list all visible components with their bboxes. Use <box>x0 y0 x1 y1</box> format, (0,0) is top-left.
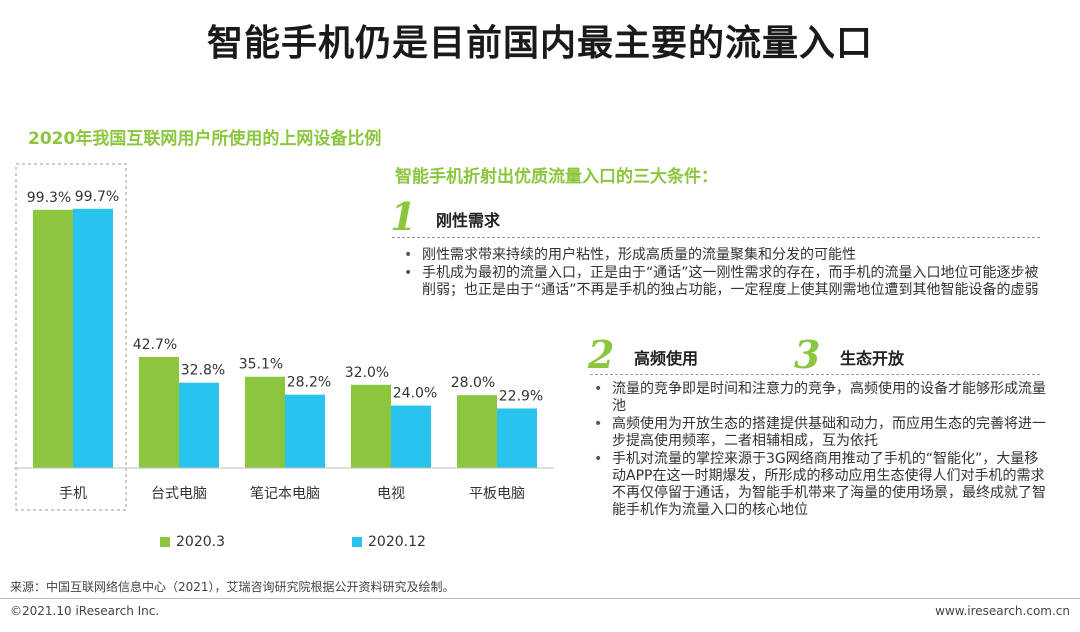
highlight-box <box>15 163 127 511</box>
data-label: 28.0% <box>451 375 495 391</box>
conditions-title: 智能手机折射出优质流量入口的三大条件： <box>395 167 718 187</box>
data-label: 99.3% <box>27 190 71 206</box>
copyright: ©2021.10 iResearch Inc. <box>10 604 160 618</box>
page-title: 智能手机仍是目前国内最主要的流量入口 <box>206 23 873 64</box>
bar <box>391 405 431 468</box>
category-label: 平板电脑 <box>469 486 525 502</box>
source-note: 来源：中国互联网络信息中心（2021），艾瑞咨询研究院根据公开资料研究及绘制。 <box>10 580 455 594</box>
category-label: 笔记本电脑 <box>250 486 320 502</box>
category-label: 电视 <box>377 486 405 502</box>
bullet-item: 刚性需求带来持续的用户粘性，形成高质量的流量聚集和分发的可能性 <box>398 247 1050 264</box>
legend-swatch-blue <box>352 537 362 547</box>
condition-number-2: 2 <box>588 332 615 377</box>
bullet-item: 手机成为最初的流量入口，正是由于“通话”这一刚性需求的存在，而手机的流量入口地位… <box>398 265 1050 299</box>
condition-number-1: 1 <box>390 194 417 239</box>
condition-label-2: 高频使用 <box>634 349 699 368</box>
category-label: 台式电脑 <box>151 486 207 502</box>
data-label: 32.0% <box>345 365 389 381</box>
bar <box>245 376 285 468</box>
bullet-item: 流量的竞争即是时间和注意力的竞争，高频使用的设备才能够形成流量池 <box>588 381 1050 415</box>
data-label: 28.2% <box>287 375 331 391</box>
data-label: 35.1% <box>239 357 283 373</box>
bullet-item: 高频使用为开放生态的搭建提供基础和动力，而应用生态的完善将进一步提高使用频率，二… <box>588 416 1050 450</box>
condition-label-1: 刚性需求 <box>436 211 501 230</box>
condition-2-bullets: 流量的竞争即是时间和注意力的竞争，高频使用的设备才能够形成流量池 高频使用为开放… <box>588 381 1050 520</box>
bar <box>33 209 73 468</box>
condition-label-3: 生态开放 <box>840 349 905 368</box>
legend-label: 2020.3 <box>176 534 225 550</box>
divider <box>392 237 1040 238</box>
data-label: 99.7% <box>75 189 119 205</box>
data-label: 24.0% <box>393 386 437 402</box>
bar <box>351 384 391 468</box>
legend-item-2020-3: 2020.3 <box>160 534 225 550</box>
bar <box>285 394 325 468</box>
bullet-item: 手机对流量的掌控来源于3G网络商用推动了手机的“智能化”，大量移动APP在这一时… <box>588 451 1050 519</box>
data-label: 42.7% <box>133 337 177 353</box>
footer-divider <box>0 598 1080 599</box>
bar <box>457 395 497 468</box>
category-label: 手机 <box>59 486 87 502</box>
bar <box>179 382 219 468</box>
bar <box>73 208 113 468</box>
bar <box>497 408 537 468</box>
legend-label: 2020.12 <box>368 534 426 550</box>
bar-chart: 99.3% 99.7% 手机 42.7%32.8% 台式电脑 35.1%28.2% 笔记本电… <box>14 163 554 511</box>
divider <box>590 374 1040 375</box>
condition-number-3: 3 <box>794 332 821 377</box>
website-link[interactable]: www.iresearch.com.cn <box>935 604 1070 618</box>
data-label: 32.8% <box>181 363 225 379</box>
condition-1-bullets: 刚性需求带来持续的用户粘性，形成高质量的流量聚集和分发的可能性 手机成为最初的流… <box>398 247 1050 300</box>
chart-title: 2020年我国互联网用户所使用的上网设备比例 <box>28 129 382 149</box>
legend-swatch-green <box>160 537 170 547</box>
data-label: 22.9% <box>499 388 543 404</box>
bar <box>139 356 179 468</box>
legend-item-2020-12: 2020.12 <box>352 534 426 550</box>
